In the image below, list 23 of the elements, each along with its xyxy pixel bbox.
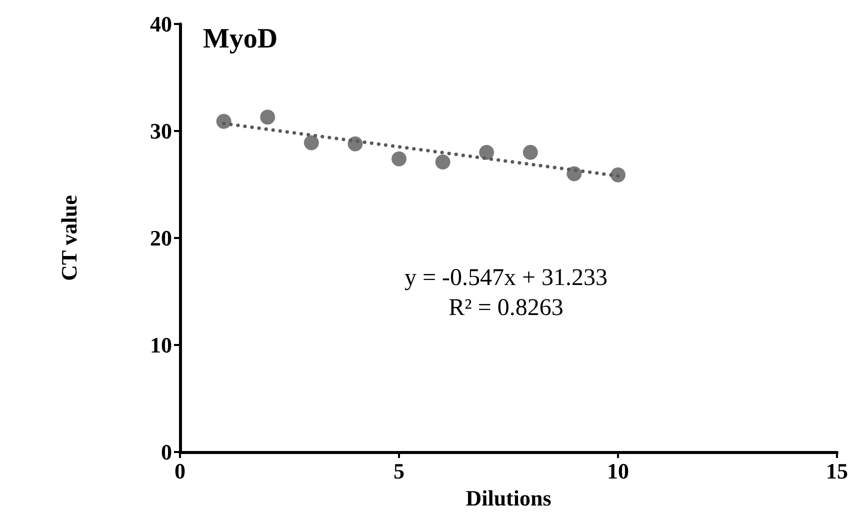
- point: [304, 135, 319, 150]
- y-tick-label: 30: [150, 118, 172, 144]
- point: [435, 154, 450, 170]
- point: [566, 166, 582, 182]
- point: [392, 151, 406, 166]
- point: [479, 144, 494, 160]
- chart-title: MyoD: [203, 24, 278, 54]
- y-tick-label: 0: [161, 440, 172, 464]
- y-tick-label: 10: [150, 332, 172, 358]
- x-tick-label: 10: [607, 458, 629, 484]
- y-axis-title: CT value: [56, 194, 82, 281]
- x-axis-title: Dilutions: [466, 485, 552, 510]
- point: [522, 144, 538, 160]
- x-tick-label: 5: [394, 458, 404, 484]
- point: [260, 110, 276, 125]
- y-tick-label: 20: [150, 226, 172, 250]
- point: [610, 167, 626, 182]
- point: [216, 114, 232, 129]
- annotation: y = -0.547x + 31.233: [404, 265, 608, 291]
- y-tick-label: 40: [150, 12, 172, 36]
- x-tick-label: 15: [826, 458, 848, 484]
- point: [348, 136, 363, 152]
- annotation: R² = 0.8263: [448, 295, 564, 321]
